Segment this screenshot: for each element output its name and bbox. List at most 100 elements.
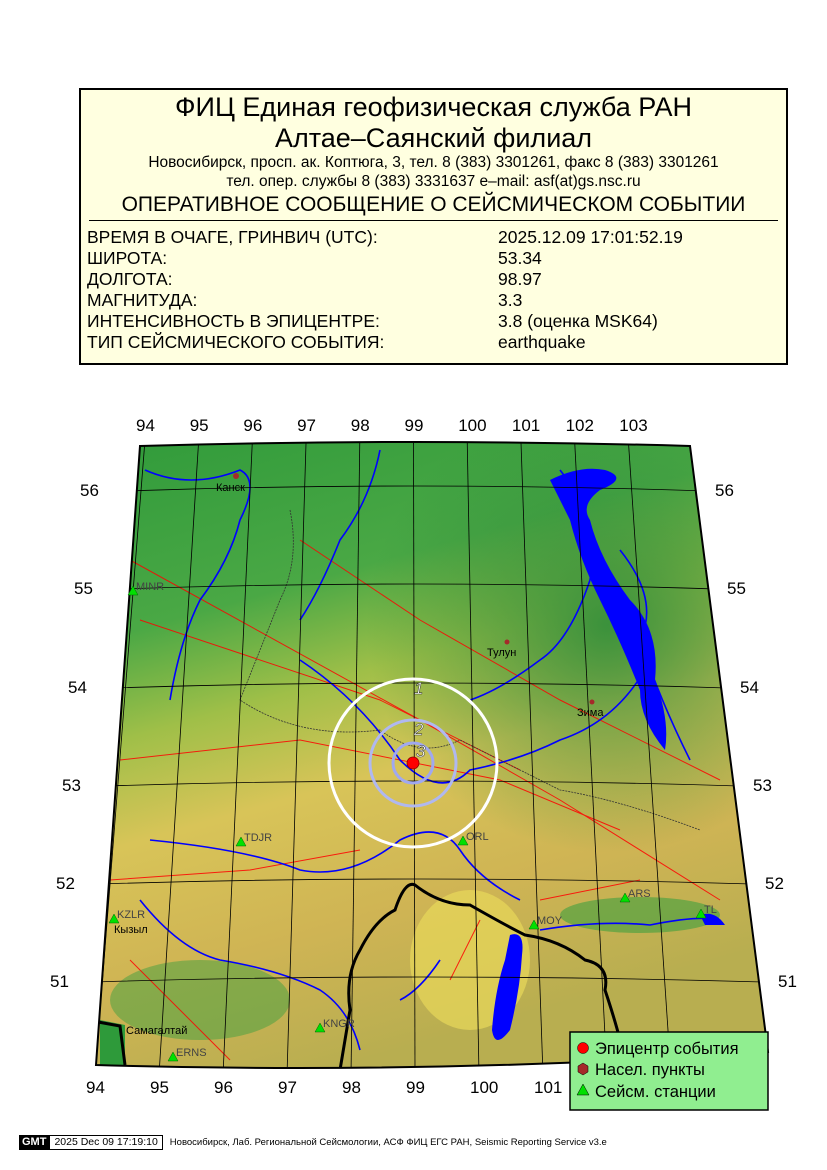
contacts: тел. опер. службы 8 (383) 3331637 e–mail… (226, 173, 641, 190)
state-border (97, 882, 622, 1069)
org-title: ФИЦ Единая геофизическая служба РАН (175, 92, 692, 122)
reservoirs (100, 468, 725, 1065)
city-legend-icon (577, 1062, 589, 1076)
city-marker (504, 639, 510, 645)
lon-label-top: 95 (190, 416, 209, 435)
station-marker[interactable] (108, 913, 120, 924)
lon-label-bottom: 97 (278, 1078, 297, 1097)
parallel (96, 682, 759, 690)
meridian (222, 442, 253, 1069)
lon-label: ДОЛГОТА: (87, 269, 173, 289)
isoseismal-1 (327, 677, 499, 849)
lat-value: 53.34 (498, 248, 542, 268)
branch-title: Алтае–Саянский филиал (274, 123, 593, 153)
lat-label-left: 53 (62, 776, 81, 795)
city-marker (233, 473, 239, 479)
meridian (350, 442, 361, 1069)
lon-label-top: 96 (243, 416, 262, 435)
time-value: 2025.12.09 17:01:52.19 (498, 227, 683, 247)
epicenter-marker[interactable] (406, 756, 420, 770)
type-label: ТИП СЕЙСМИЧЕСКОГО СОБЫТИЯ: (87, 332, 385, 352)
map-area[interactable] (63, 430, 796, 1080)
lon-label-bottom: 94 (86, 1078, 105, 1097)
intensity-value: 3.8 (оценка MSK64) (498, 311, 658, 331)
station-label: ARS (628, 888, 651, 900)
lat-label-right: 54 (740, 678, 759, 697)
station-marker[interactable] (127, 585, 139, 596)
station-marker[interactable] (695, 908, 707, 919)
type-value: earthquake (498, 332, 586, 352)
khovsgol-lake (492, 934, 523, 1040)
admin-borders (239, 509, 701, 831)
station-marker[interactable] (619, 892, 631, 903)
mag-value: 3.3 (498, 290, 523, 310)
station-marker[interactable] (528, 919, 540, 930)
legend: Эпицентр события Насел. пункты Сейсм. ст… (569, 1031, 769, 1111)
station-label: ORL (466, 831, 489, 843)
lon-label-top: 98 (351, 416, 370, 435)
station-label: MINR (136, 581, 164, 593)
lon-label-top: 103 (619, 416, 647, 435)
lon-value: 98.97 (498, 269, 542, 289)
station-label: KZLR (117, 909, 145, 921)
isoseismal-label-2: 2 (413, 720, 424, 739)
lon-label-top: 94 (136, 416, 155, 435)
meridian (158, 442, 200, 1069)
meridian (466, 442, 480, 1069)
station-marker[interactable] (167, 1051, 179, 1062)
parallel (96, 976, 768, 984)
lon-label-bottom: 96 (214, 1078, 233, 1097)
source-credit: Новосибирск, Лаб. Региональной Сейсмолог… (169, 1137, 607, 1148)
lon-label-top: 100 (458, 416, 486, 435)
station-label: ERNS (176, 1047, 207, 1059)
time-label: ВРЕМЯ В ОЧАГЕ, ГРИНВИЧ (UTC): (87, 227, 378, 247)
lat-label-left: 55 (74, 579, 93, 598)
station-label: KNGR (323, 1018, 355, 1030)
station-marker[interactable] (314, 1022, 326, 1033)
lat-label-left: 52 (56, 874, 75, 893)
cities: Канск Тулун Зима Кызыл Самагалтай (114, 473, 604, 1037)
report-title: ОПЕРАТИВНОЕ СООБЩЕНИЕ О СЕЙСМИЧЕСКОМ СОБ… (121, 193, 746, 216)
meridian (286, 442, 307, 1069)
city-label: Канск (216, 482, 245, 494)
station-label: MOY (537, 915, 563, 927)
lon-label-bottom: 98 (342, 1078, 361, 1097)
legend-stations: Сейсм. станции (595, 1083, 716, 1101)
isoseismal-2 (368, 718, 458, 808)
city-label: Кызыл (114, 924, 148, 936)
lat-label-left: 56 (80, 481, 99, 500)
isoseismal-label-3: 3 (416, 742, 426, 761)
station-marker[interactable] (235, 836, 247, 847)
isoseismal-label-1: 1 (414, 679, 423, 698)
lat-label-right: 51 (778, 972, 797, 991)
lon-label-bottom: 99 (406, 1078, 425, 1097)
city-label: Зима (577, 707, 604, 719)
station-legend-icon (576, 1083, 590, 1096)
city-label: Самагалтай (126, 1025, 187, 1037)
divider (89, 220, 778, 221)
station-marker[interactable] (457, 835, 469, 846)
city-marker (589, 699, 595, 705)
lat-label-left: 54 (68, 678, 87, 697)
lon-label-bottom: 95 (150, 1078, 169, 1097)
parallel (96, 878, 768, 886)
lat-label-left: 51 (50, 972, 69, 991)
city-label: Тулун (487, 647, 516, 659)
graticule-labels: 94 95 96 97 98 99 100 101 102 103 94 95 96 97 98 99 100 1… (50, 416, 797, 1097)
isoseismal-3 (391, 741, 435, 785)
lat-label-right: 53 (753, 776, 772, 795)
lon-label-top: 101 (512, 416, 540, 435)
footer: GMT 2025 Dec 09 17:19:10 Новосибирск, Ла… (19, 1135, 607, 1150)
event-info-panel: ФИЦ Единая геофизическая служба РАН Алта… (79, 88, 788, 365)
meridian (574, 442, 608, 1069)
legend-epicenter: Эпицентр события (595, 1040, 739, 1058)
mag-label: МАГНИТУДА: (87, 290, 198, 310)
lon-label-bottom: 100 (470, 1078, 498, 1097)
stations: MINR TDJR ORL KZLR ARS MOY TL KNGR ERNS (108, 581, 717, 1062)
lat-label-right: 52 (765, 874, 784, 893)
lat-label: ШИРОТА: (87, 248, 168, 268)
parallel (97, 485, 734, 493)
bratsk-reservoir (550, 468, 667, 750)
legend-cities: Насел. пункты (595, 1061, 705, 1079)
